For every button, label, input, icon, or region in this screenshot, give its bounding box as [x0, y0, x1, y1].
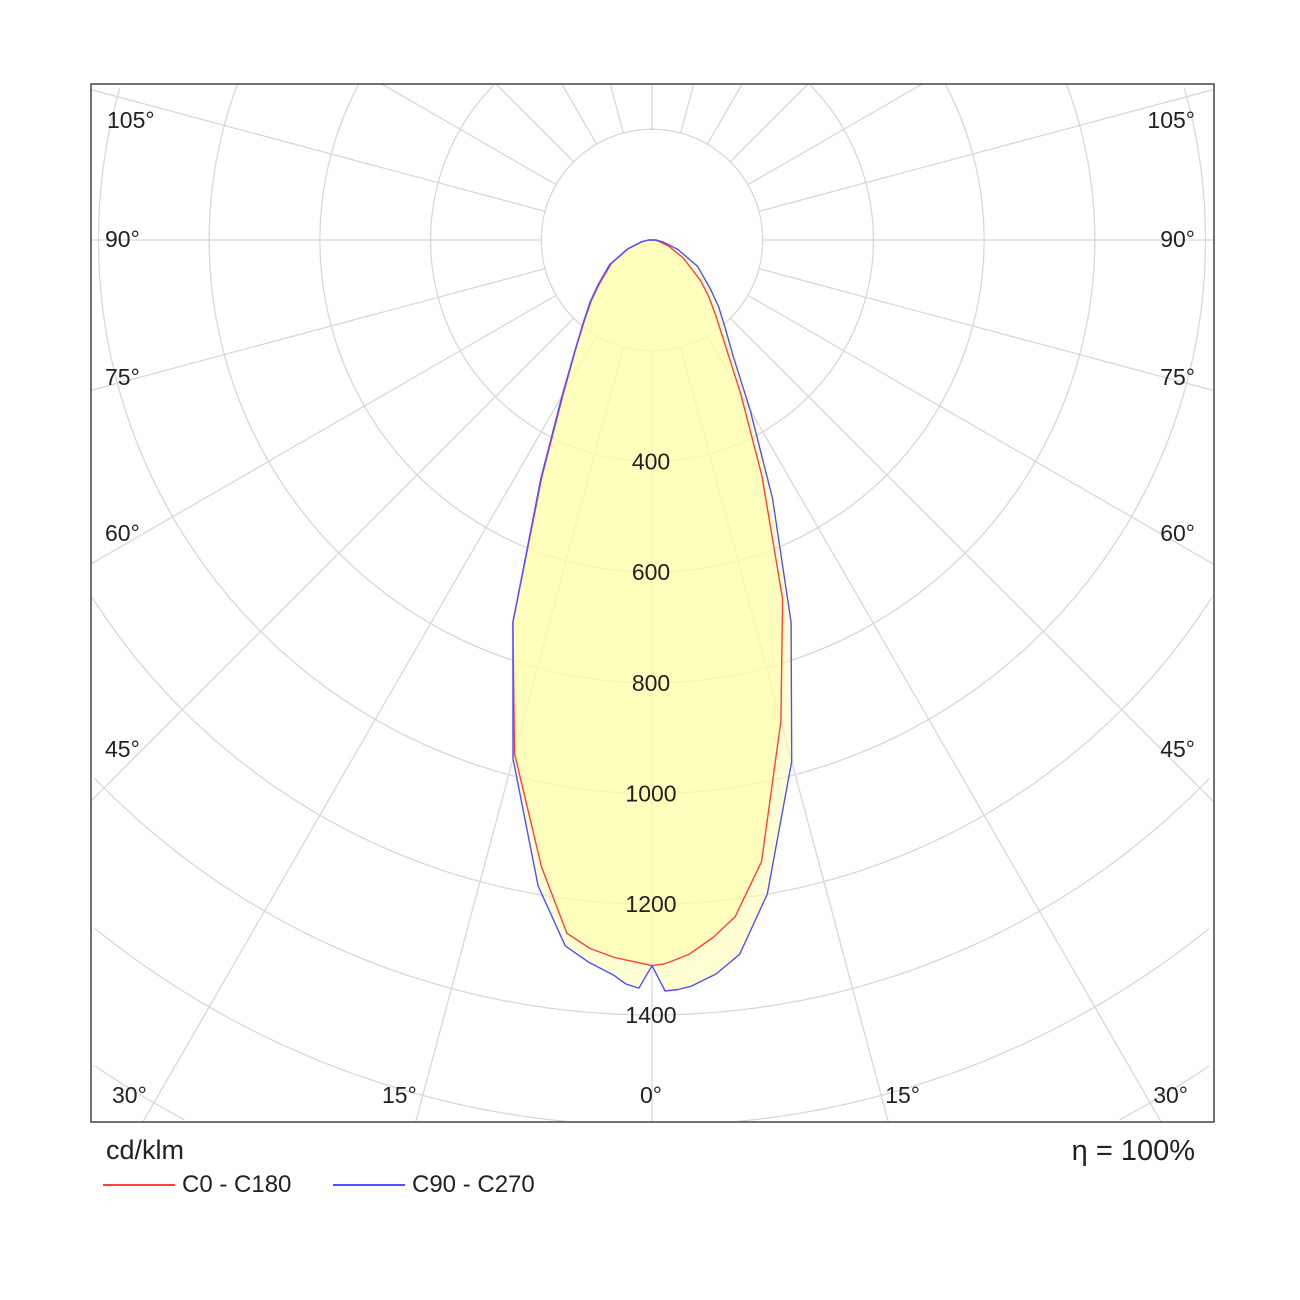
- radial-tick-label: 800: [632, 670, 670, 696]
- angle-label: 105°: [1147, 107, 1195, 133]
- radial-tick-label: 1400: [625, 1002, 676, 1028]
- angle-label: 90°: [105, 226, 140, 252]
- angle-gridline: [91, 268, 546, 391]
- radial-gridline: [1119, 1065, 1210, 1121]
- angle-gridline: [561, 84, 598, 145]
- angle-label: 90°: [1160, 226, 1195, 252]
- angle-label: 30°: [1153, 1082, 1188, 1108]
- angle-labels: 105° 90° 75° 60° 45° 30° 15° 15° 30° 45° 60° 75° 90°…: [105, 107, 1195, 1108]
- angle-gridline: [729, 84, 809, 163]
- curves: [512, 239, 793, 992]
- angle-gridline: [91, 89, 546, 212]
- angle-label: 75°: [1160, 364, 1195, 390]
- angle-gridline: [747, 84, 923, 186]
- radial-tick-labels: 400 600 800 1000 1200 1400: [625, 448, 676, 1028]
- angle-gridline: [729, 317, 1214, 803]
- plot-frame: [90, 83, 1215, 1123]
- efficiency-label: η = 100%: [1071, 1135, 1195, 1167]
- radial-gridline: [94, 927, 568, 1122]
- angle-gridline: [680, 84, 695, 134]
- angle-gridline: [706, 84, 743, 145]
- angle-gridline: [495, 84, 575, 163]
- angle-gridline: [91, 317, 575, 802]
- angle-gridline: [142, 335, 598, 1122]
- radial-tick-label: 1200: [625, 891, 676, 917]
- angle-gridline: [758, 88, 1214, 212]
- angle-gridline: [609, 84, 624, 134]
- angle-label: 45°: [1160, 736, 1195, 762]
- legend-label-c90-c270: C90 - C270: [412, 1171, 535, 1198]
- angle-label: 60°: [105, 520, 140, 546]
- curve-fill-1: [512, 240, 792, 991]
- angle-label: 105°: [107, 107, 155, 133]
- radial-gridline: [94, 777, 1210, 1016]
- angle-label: 45°: [105, 736, 140, 762]
- polar-grid: [91, 84, 1214, 1122]
- radial-tick-label: 400: [632, 448, 670, 474]
- angle-gridline: [758, 268, 1214, 392]
- angle-gridline: [91, 294, 557, 565]
- radial-tick-label: 1000: [625, 781, 676, 807]
- radial-gridline: [94, 1065, 185, 1121]
- curve-C90-C270: [512, 239, 793, 992]
- unit-label: cd/klm: [106, 1135, 185, 1165]
- radial-tick-label: 600: [632, 559, 670, 585]
- angle-label: 15°: [885, 1082, 920, 1108]
- radial-gridline: [736, 927, 1210, 1122]
- angle-gridline: [706, 335, 1162, 1122]
- angle-label: 30°: [112, 1082, 147, 1108]
- legend-label-c0-c180: C0 - C180: [182, 1171, 292, 1198]
- angle-gridline: [747, 294, 1214, 566]
- angle-label: 15°: [382, 1082, 417, 1108]
- angle-label: 60°: [1160, 520, 1195, 546]
- angle-gridline: [381, 84, 557, 186]
- angle-label: 0°: [640, 1082, 662, 1108]
- angle-label: 75°: [105, 364, 140, 390]
